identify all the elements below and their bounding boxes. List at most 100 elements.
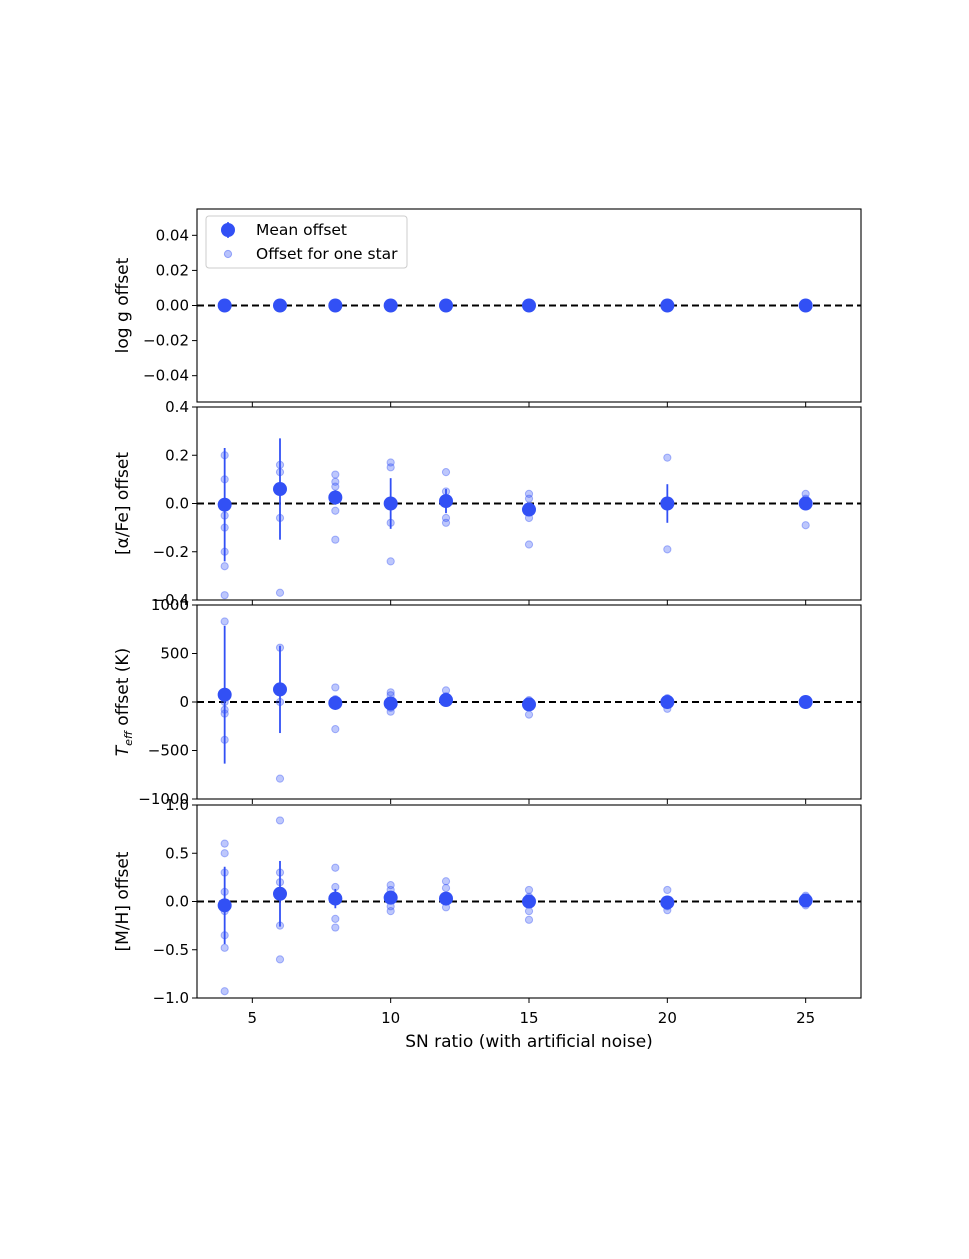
panel-3-star-point [275, 774, 285, 783]
panel-2-star-point [663, 453, 672, 462]
x-tick-label: 10 [381, 1009, 400, 1027]
panel-4-ytick-label: −0.5 [153, 941, 189, 959]
axis-label-layer: log g offset [α/Fe] offset Teff offset (K)… [113, 257, 135, 951]
panel-4-ytick-label: 0.5 [165, 844, 189, 862]
panel-1-ytick-label: 0.00 [156, 297, 189, 315]
panel-3-mean-point [798, 695, 813, 709]
panel-3-star-point [386, 688, 395, 697]
panel-4-star-point [441, 877, 451, 886]
panel-3-mean-point [383, 696, 398, 711]
panel-1-mean-point [439, 298, 453, 313]
legend-mean-label: Mean offset [256, 221, 347, 239]
panel-4-star-point [220, 849, 229, 858]
panel-4-star-point [275, 955, 285, 964]
panel-4-star-point [220, 987, 229, 996]
x-axis-label: SN ratio (with artificial noise) [405, 1032, 653, 1052]
panel-4-star-point [331, 863, 340, 872]
panel-2-star-point [220, 562, 229, 571]
panel-4-star-point [386, 907, 395, 916]
legend-box [205, 215, 408, 269]
panel-4-star-point [331, 914, 340, 923]
panel-2-mean-point [273, 482, 287, 497]
panel-2-star-point [441, 518, 451, 527]
panel-2-star-point [331, 506, 340, 515]
panel-1-ytick-label: 0.02 [156, 261, 189, 279]
panel-2-mean-point [660, 496, 675, 511]
panel-4-mean-point [217, 898, 232, 913]
panel-2-mean-point [798, 496, 813, 511]
panel-2-ytick-label: −0.2 [153, 543, 189, 561]
x-tick-label: 20 [658, 1009, 677, 1027]
panel-4-ytick-label: 0.0 [165, 893, 189, 911]
panel-2-star-point [441, 468, 451, 477]
panel-2-star-point [331, 477, 340, 486]
panel-4-mean-point [273, 886, 287, 901]
panel-4-mean-point [660, 895, 675, 910]
x-tick-label: 15 [519, 1009, 538, 1027]
panel-3-mean-point [217, 687, 232, 702]
panel-4-mean-point [328, 891, 343, 906]
panel-2-ytick-label: 0.0 [165, 495, 189, 513]
panel-4-star-point [386, 880, 395, 890]
legend: Mean offset Offset for one star [205, 215, 408, 269]
panel-3-mean-point [660, 695, 675, 709]
panel-4-star-point [663, 885, 672, 895]
panel-4-star-point [220, 839, 229, 848]
panel-2-star-point [386, 557, 395, 566]
panel-1-ytick-label: 0.04 [156, 226, 189, 244]
panel-2-star-point [524, 540, 534, 549]
panel-3-mean-point [439, 693, 453, 708]
plot-data-layer [197, 298, 861, 996]
panel-3-ytick-label: −500 [148, 742, 189, 760]
panel-1-ytick-label: −0.04 [143, 367, 189, 385]
x-tick-label: 25 [796, 1009, 815, 1027]
panel-3-star-point [331, 725, 340, 734]
panel-4-star-point [331, 923, 340, 932]
panel-1-mean-point [660, 298, 675, 313]
panel-4-star-point [524, 907, 534, 916]
panel-3-mean-point [522, 697, 536, 712]
panel-2-star-point [386, 463, 395, 472]
panel-3-ytick-label: 0 [179, 693, 189, 711]
panel-2-star-point [524, 494, 534, 503]
panel-2-star-point [441, 513, 451, 523]
panel-2-mean-point [328, 490, 343, 505]
panel-4-star-point [275, 816, 285, 825]
panel-2-star-point [275, 588, 285, 597]
panel-2-mean-point [217, 497, 232, 512]
panel-2-mean-point [383, 496, 398, 511]
panel-1-ytick-label: −0.02 [143, 332, 189, 350]
panel-2-star-point [801, 521, 810, 530]
panel-1-mean-point [522, 298, 536, 313]
panel-4-star-point [441, 883, 451, 893]
panel-4-mean-point [383, 890, 398, 905]
panel-1-mean-point [383, 298, 398, 313]
panel-1-mean-point [328, 298, 343, 313]
legend-star-marker-icon [223, 249, 233, 259]
panel-4-y-axis-label: [M/H] offset [113, 851, 133, 951]
panel-2-mean-point [439, 494, 453, 509]
legend-mean-marker-icon [221, 223, 235, 237]
panel-3-y-axis-label: Teff offset (K) [113, 648, 135, 756]
panel-2-mean-point [522, 502, 536, 517]
panel-3-star-point [524, 710, 534, 719]
panel-3-star-point [331, 683, 340, 692]
panel-4-mean-point [439, 891, 453, 906]
panel-2-ytick-label: −0.4 [153, 591, 189, 609]
panel-2-star-point [524, 489, 534, 498]
tick-layer: 0.040.020.00−0.02−0.040.40.20.0−0.2−0.41… [138, 226, 815, 1027]
panel-3-mean-point [328, 695, 343, 710]
panel-4-star-point [220, 943, 229, 952]
panel-2-star-point [331, 482, 340, 491]
panel-4-ytick-label: −1.0 [153, 989, 189, 1007]
panel-3-ytick-label: 1000 [151, 596, 189, 614]
panel-4-star-point [524, 915, 534, 924]
panel-1-mean-point [798, 298, 813, 313]
legend-star-label: Offset for one star [256, 245, 398, 263]
panel-3-ytick-label: 500 [160, 645, 189, 663]
panel-2-star-point [663, 545, 672, 554]
panel-3-ytick-label: −1000 [138, 790, 189, 808]
panel-4-mean-point [522, 894, 536, 909]
panel-4-mean-point [798, 893, 813, 908]
